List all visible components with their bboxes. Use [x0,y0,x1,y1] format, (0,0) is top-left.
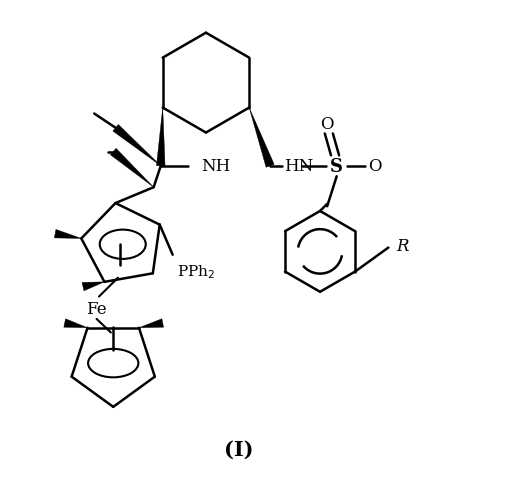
Text: (I): (I) [225,439,254,459]
Polygon shape [249,108,274,168]
Text: NH: NH [201,158,230,175]
Text: HN: HN [285,158,313,175]
Polygon shape [157,108,165,167]
Polygon shape [110,149,154,188]
Text: PPh$_2$: PPh$_2$ [177,263,216,280]
Text: Fe: Fe [86,300,107,317]
Polygon shape [54,230,82,239]
Polygon shape [64,319,87,328]
Text: S: S [330,157,343,176]
Text: O: O [368,158,381,175]
Text: O: O [320,115,334,132]
Text: R: R [397,238,409,255]
Polygon shape [82,282,104,291]
Polygon shape [139,319,164,328]
Polygon shape [113,125,161,167]
